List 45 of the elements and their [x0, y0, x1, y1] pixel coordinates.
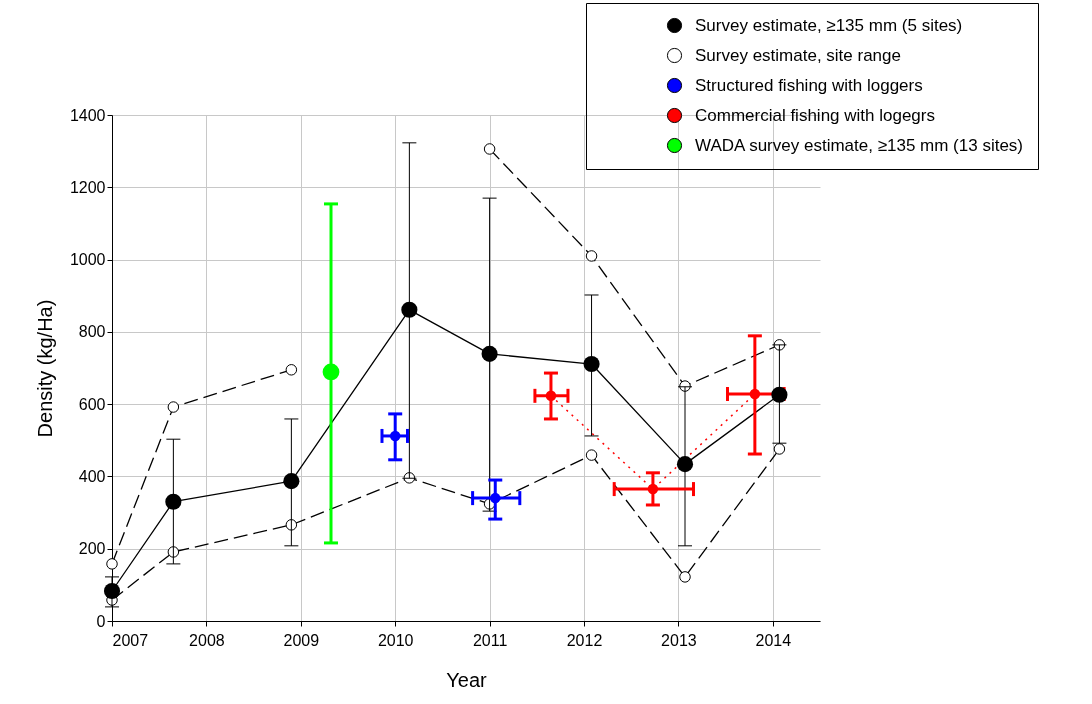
- point: [389, 430, 401, 442]
- point: [165, 493, 182, 510]
- point: [771, 386, 788, 403]
- x-tick-label: 2013: [661, 631, 697, 649]
- x-tick-label: 2009: [283, 631, 320, 649]
- y-tick-label: 800: [78, 323, 106, 341]
- point: [490, 492, 501, 504]
- legend-label: Survey estimate, site range: [695, 45, 901, 65]
- y-tick-label: 1000: [69, 251, 106, 269]
- y-tick-label: 200: [78, 540, 106, 558]
- point: [545, 390, 557, 402]
- y-tick-label: 1400: [69, 106, 106, 124]
- legend-label: Survey estimate, ≥135 mm (5 sites): [695, 15, 963, 35]
- point: [401, 301, 418, 318]
- point: [679, 571, 691, 583]
- point: [106, 558, 118, 570]
- x-tick-label: 2008: [189, 631, 225, 649]
- y-tick-label: 400: [78, 467, 106, 485]
- point: [585, 449, 598, 461]
- y-tick-label: 1200: [69, 178, 106, 196]
- point: [585, 250, 598, 262]
- point: [647, 483, 659, 495]
- point: [676, 456, 694, 473]
- legend-label: Structured fishing with loggers: [695, 75, 923, 95]
- x-tick-label: 2011: [472, 631, 508, 649]
- legend-label: Commercial fishing with logegrs: [695, 105, 935, 125]
- point: [322, 363, 340, 381]
- legend-label: WADA survey estimate, ≥135 mm (13 sites): [695, 135, 1024, 155]
- y-axis-title: Density (kg/Ha): [33, 299, 56, 438]
- x-tick-label: 2010: [377, 631, 414, 649]
- point: [749, 388, 761, 400]
- point: [103, 582, 121, 600]
- point: [773, 443, 786, 455]
- point: [583, 355, 600, 373]
- x-tick-label: 2014: [755, 631, 792, 649]
- x-tick-label: 2007: [112, 631, 149, 649]
- x-axis-title: Year: [446, 668, 488, 691]
- x-tick-label: 2012: [566, 631, 603, 649]
- point: [283, 473, 300, 490]
- point: [285, 364, 298, 376]
- y-tick-label: 0: [96, 612, 106, 630]
- point: [481, 345, 498, 362]
- point: [167, 401, 180, 413]
- point: [483, 143, 496, 155]
- y-tick-label: 600: [78, 395, 106, 413]
